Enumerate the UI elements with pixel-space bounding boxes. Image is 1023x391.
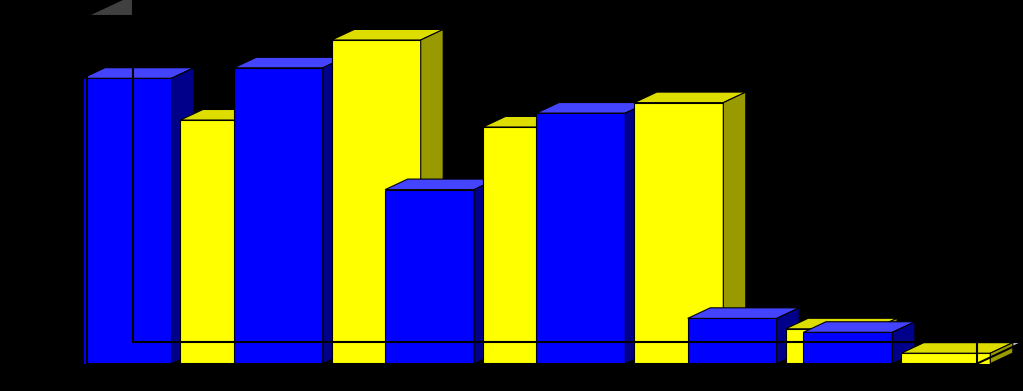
Polygon shape (87, 342, 1023, 364)
Polygon shape (634, 92, 746, 102)
Polygon shape (180, 109, 292, 120)
Polygon shape (803, 322, 915, 332)
Polygon shape (776, 308, 799, 364)
Polygon shape (901, 353, 990, 364)
Polygon shape (803, 332, 892, 364)
Polygon shape (87, 0, 133, 364)
Polygon shape (687, 318, 776, 364)
Polygon shape (634, 102, 723, 364)
Polygon shape (536, 113, 625, 364)
Polygon shape (990, 343, 1013, 364)
Polygon shape (483, 127, 572, 364)
Polygon shape (180, 120, 269, 364)
Polygon shape (901, 343, 1013, 353)
Polygon shape (385, 179, 496, 190)
Polygon shape (687, 308, 799, 318)
Polygon shape (786, 329, 875, 364)
Polygon shape (87, 16, 977, 364)
Polygon shape (977, 0, 1023, 364)
Polygon shape (625, 102, 648, 364)
Polygon shape (323, 57, 346, 364)
Polygon shape (536, 102, 648, 113)
Polygon shape (87, 0, 1023, 16)
Polygon shape (234, 68, 323, 364)
Polygon shape (786, 318, 897, 329)
Polygon shape (234, 57, 346, 68)
Polygon shape (572, 117, 594, 364)
Polygon shape (172, 68, 194, 364)
Polygon shape (385, 190, 474, 364)
Polygon shape (331, 40, 420, 364)
Polygon shape (83, 68, 194, 78)
Polygon shape (420, 29, 443, 364)
Polygon shape (875, 318, 897, 364)
Polygon shape (892, 322, 915, 364)
Polygon shape (83, 78, 172, 364)
Polygon shape (269, 109, 292, 364)
Polygon shape (331, 29, 443, 40)
Polygon shape (474, 179, 496, 364)
Polygon shape (723, 92, 746, 364)
Polygon shape (133, 0, 1023, 342)
Polygon shape (483, 117, 594, 127)
